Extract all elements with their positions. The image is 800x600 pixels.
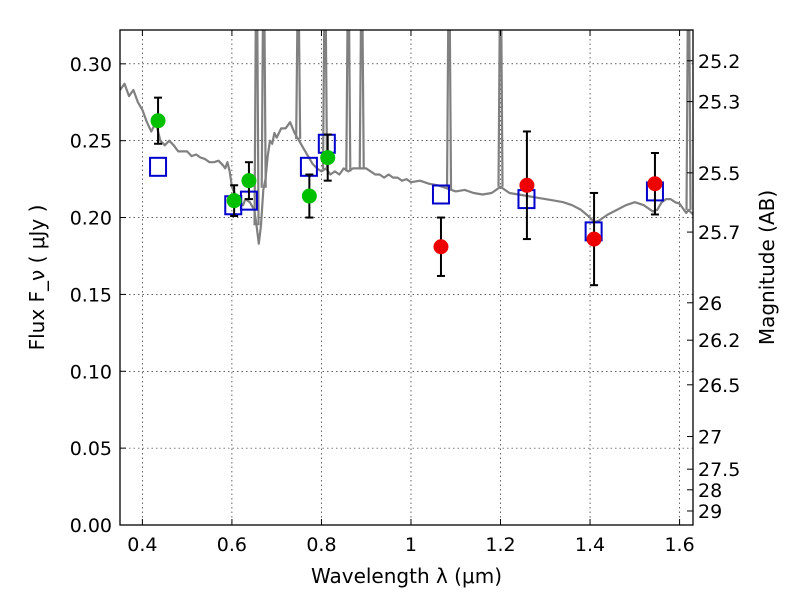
model-point	[149, 156, 168, 177]
x-tick-label: 1.4	[575, 534, 605, 556]
mag-tick-label: 29	[698, 501, 722, 523]
mag-tick-label: 25.3	[698, 92, 740, 114]
x-tick-label: 1.2	[485, 534, 515, 556]
green-point	[320, 150, 336, 166]
plot-area	[120, 30, 693, 287]
x-tick-label: 1	[405, 534, 417, 556]
mag-tick-label: 25.2	[698, 51, 740, 73]
mag-tick-label: 27	[698, 427, 722, 449]
mag-tick-label: 26	[698, 293, 722, 315]
mag-tick-label: 26.2	[698, 330, 740, 352]
grid-lines	[120, 30, 693, 526]
plot-frame	[119, 29, 694, 526]
spectrum-emission-line	[445, 30, 453, 190]
x-tick-label: 0.4	[127, 534, 157, 556]
y-tick-label: 0.15	[70, 284, 112, 306]
mag-tick-label: 25.5	[698, 163, 740, 185]
green-point	[241, 173, 257, 189]
x-axis-label: Wavelength λ (μm)	[311, 564, 502, 588]
spectrum-emission-line	[358, 30, 365, 169]
y-tick-label: 0.20	[70, 208, 112, 230]
y-axis-label: Flux F_ν ( μJy )	[25, 205, 49, 351]
red-point	[586, 231, 602, 247]
red-point	[519, 177, 535, 193]
x-tick-label: 0.6	[217, 534, 247, 556]
y-tick-label: 0.00	[70, 515, 112, 537]
y-tick-label: 0.05	[70, 438, 112, 460]
y-tick-label: 0.30	[70, 54, 112, 76]
mag-tick-label: 25.7	[698, 222, 740, 244]
x-tick-label: 1.6	[664, 534, 694, 556]
mag-tick-label: 28	[698, 480, 722, 502]
x-tick-label: 0.8	[306, 534, 336, 556]
spectrum-emission-line	[497, 30, 504, 187]
axes: 0.4 0.6 0.8 1 1.2 1.4 1.6 0.00 0.05 0.10 0.15 0.20 0…	[70, 30, 740, 556]
y-axis-right-label: Magnitude (AB)	[755, 190, 779, 345]
mag-tick-label: 27.5	[698, 459, 740, 481]
spectrum-emission-line	[260, 30, 267, 188]
spectrum-emission-line	[295, 30, 302, 140]
spectrum-line	[120, 82, 693, 245]
spectrum-emission-line	[253, 30, 260, 226]
y-tick-label: 0.25	[70, 131, 112, 153]
mag-tick-label: 26.5	[698, 375, 740, 397]
green-point	[301, 188, 317, 204]
red-point	[433, 239, 449, 255]
model-point	[431, 184, 450, 205]
green-point	[226, 193, 242, 209]
green-point	[150, 113, 166, 129]
spectrum-emission-line	[345, 30, 352, 172]
spectrum-emission-line	[685, 30, 692, 210]
spectrum-emission-line	[321, 30, 329, 169]
y-tick-label: 0.10	[70, 361, 112, 383]
red-point	[647, 176, 663, 192]
